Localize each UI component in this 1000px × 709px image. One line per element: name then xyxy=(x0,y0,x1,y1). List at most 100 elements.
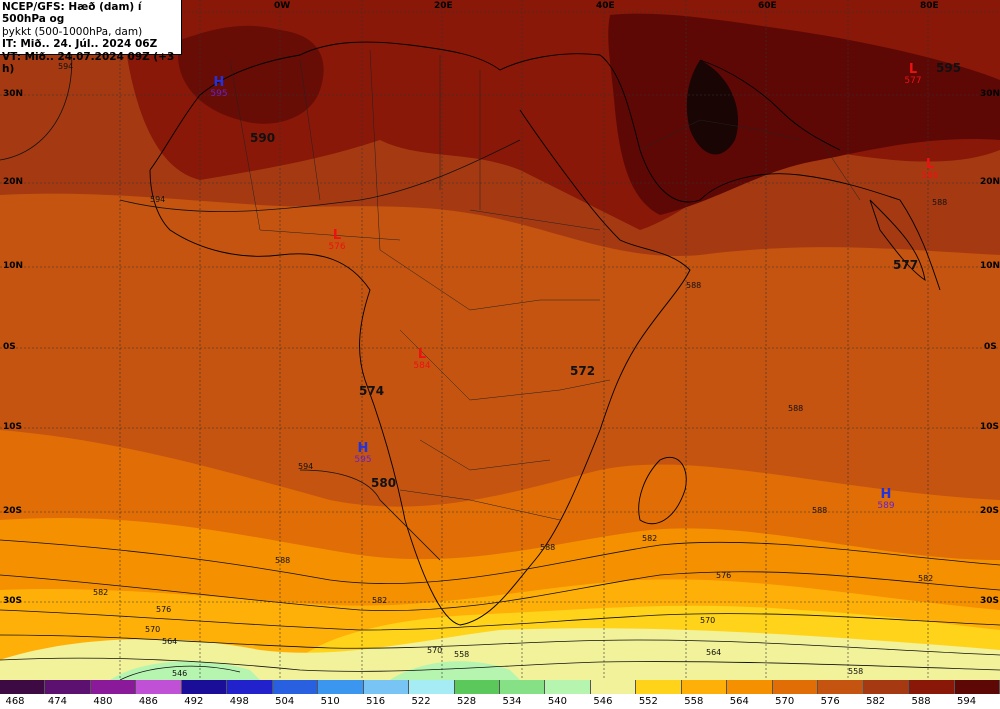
height-contour-label: 564 xyxy=(706,648,722,657)
height-contour-label: 594 xyxy=(298,462,314,471)
legend-swatch xyxy=(90,680,137,694)
legend-swatch xyxy=(363,680,410,694)
map-canvas xyxy=(0,0,1000,680)
thickness-label: 590 xyxy=(250,131,276,145)
pressure-center-low: L 584 xyxy=(411,348,433,371)
pressure-center-type: L xyxy=(417,347,427,362)
pressure-center-value: 589 xyxy=(877,501,895,511)
height-contour-label: 588 xyxy=(932,198,948,207)
height-contour-label: 582 xyxy=(93,588,109,597)
height-contour-label: 564 xyxy=(162,637,178,646)
legend-swatch xyxy=(636,680,682,694)
legend-swatch xyxy=(954,680,1000,694)
thickness-label: 577 xyxy=(893,258,919,272)
legend-swatch xyxy=(272,680,319,694)
legend-label: 534 xyxy=(502,696,522,707)
height-contour-label: 588 xyxy=(812,506,828,515)
pressure-center-value: 586 xyxy=(921,171,939,181)
pressure-center-low: L 577 xyxy=(902,63,924,86)
legend-swatch xyxy=(727,680,773,694)
legend-swatch xyxy=(772,680,819,694)
lat-label-left: 0S xyxy=(3,342,16,352)
legend-label: 582 xyxy=(866,696,886,707)
legend-label: 486 xyxy=(138,696,158,707)
pressure-center-high: H 595 xyxy=(208,76,230,99)
lat-label-left: 10S xyxy=(3,422,23,432)
band-600 xyxy=(686,60,739,155)
lon-label: 40E xyxy=(596,1,615,11)
legend-label: 522 xyxy=(411,696,431,707)
lon-label: 0W xyxy=(274,1,291,11)
legend-label: 564 xyxy=(729,696,749,707)
coastlines xyxy=(149,41,941,626)
legend-swatch xyxy=(454,680,500,694)
lat-label-right: 0S xyxy=(984,342,997,352)
height-contour-label: 576 xyxy=(716,571,732,580)
legend-label: 570 xyxy=(775,696,795,707)
legend-swatch xyxy=(590,680,637,694)
height-contour-label: 576 xyxy=(156,605,172,614)
legend-swatch xyxy=(409,680,455,694)
legend-label: 558 xyxy=(684,696,704,707)
legend-swatch xyxy=(227,680,273,694)
thickness-label: 574 xyxy=(359,384,385,398)
lat-label-left: 30N xyxy=(3,89,24,99)
lat-label-left: 10N xyxy=(3,261,24,271)
height-contour-label: 594 xyxy=(150,195,166,204)
thickness-label: 580 xyxy=(371,476,397,490)
info-line-valid-time: VT: Mið.. 24.07.2024 09Z (+3 h) xyxy=(2,50,175,76)
legend-swatch xyxy=(181,680,228,694)
lat-label-left: 20N xyxy=(3,177,24,187)
legend-swatch xyxy=(863,680,910,694)
country-borders xyxy=(229,49,861,521)
height-contour-label: 582 xyxy=(642,534,658,543)
band-540 xyxy=(110,661,520,680)
pressure-center-type: H xyxy=(357,441,369,456)
legend-swatch xyxy=(909,680,955,694)
height-contour-label: 570 xyxy=(427,646,443,655)
legend-label: 594 xyxy=(956,696,977,707)
legend-label: 546 xyxy=(593,696,613,707)
thickness-label: 595 xyxy=(936,61,962,75)
pressure-center-value: 576 xyxy=(328,242,346,252)
pressure-center-value: 577 xyxy=(904,76,922,86)
pressure-center-type: L xyxy=(908,62,918,77)
lon-label: 80E xyxy=(920,1,939,11)
legend-label: 498 xyxy=(229,696,249,707)
pressure-center-type: L xyxy=(332,228,342,243)
legend-swatch xyxy=(136,680,182,694)
pressure-center-value: 595 xyxy=(354,455,372,465)
lat-label-left: 30S xyxy=(3,596,23,606)
info-line-variable: þykkt (500-1000hPa, dam) xyxy=(2,25,143,38)
height-contour-label: 588 xyxy=(540,543,556,552)
color-legend: 468 474 480 486 492 498 504 510 516 522 528 534 540 5… xyxy=(0,680,1000,709)
pressure-center-type: H xyxy=(213,75,225,90)
pressure-center-high: H 589 xyxy=(875,488,897,511)
info-line-model: NCEP/GFS: Hæð (dam) í 500hPa og xyxy=(2,1,142,26)
lat-label-right: 30S xyxy=(980,596,1000,606)
lon-label: 20E xyxy=(434,1,453,11)
lat-label-right: 10N xyxy=(980,261,1000,271)
pressure-center-value: 595 xyxy=(210,89,228,99)
graticule xyxy=(0,0,1000,680)
height-contour-label: 588 xyxy=(788,404,804,413)
height-contour-label: 570 xyxy=(145,625,161,634)
legend-swatch xyxy=(0,680,46,694)
height-contour-label: 582 xyxy=(918,574,934,583)
legend-swatch xyxy=(45,680,91,694)
legend-label: 516 xyxy=(366,696,386,707)
legend-swatch xyxy=(318,680,364,694)
legend-swatch xyxy=(818,680,864,694)
pressure-center-value: 584 xyxy=(413,361,431,371)
height-contour-label: 570 xyxy=(700,616,716,625)
pressure-center-type: L xyxy=(925,157,935,172)
legend-swatch xyxy=(681,680,728,694)
legend-label: 588 xyxy=(911,696,931,707)
height-contour-label: 588 xyxy=(686,281,702,290)
legend-label: 504 xyxy=(275,696,295,707)
height-contour-label: 558 xyxy=(848,667,864,676)
legend-label: 474 xyxy=(47,696,67,707)
band-546 xyxy=(0,628,1000,680)
lon-label: 60E xyxy=(758,1,777,11)
